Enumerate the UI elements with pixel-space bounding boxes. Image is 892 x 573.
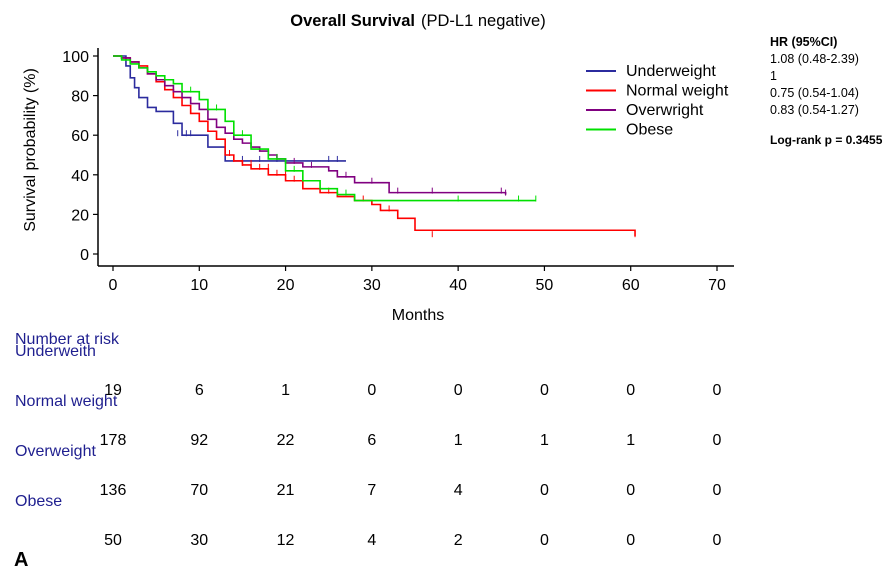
y-tick-label: 80 <box>71 89 89 106</box>
x-tick-label: 20 <box>277 277 295 294</box>
risk-cell: 50 <box>104 532 122 549</box>
risk-cell: 0 <box>626 532 636 549</box>
risk-cell: 30 <box>190 532 209 549</box>
risk-group-label-overweight: Overweight <box>15 443 96 460</box>
legend-label-obese: Obese <box>626 122 673 139</box>
risk-cell: 4 <box>453 482 463 499</box>
risk-cell: 6 <box>194 382 204 399</box>
risk-cell: 0 <box>712 382 722 399</box>
risk-cell: 136 <box>99 482 127 499</box>
x-tick-label: 10 <box>190 277 208 294</box>
risk-cell: 22 <box>276 432 295 449</box>
risk-cell: 0 <box>453 382 463 399</box>
hr-row-obese: 0.83 (0.54-1.27) <box>770 103 859 117</box>
hr-row-overweight: 0.75 (0.54-1.04) <box>770 86 859 100</box>
y-tick-label: 40 <box>71 168 89 185</box>
chart-title: Overall Survival <box>290 12 415 30</box>
risk-cell: 92 <box>190 432 209 449</box>
risk-cell: 0 <box>539 482 549 499</box>
risk-cell: 2 <box>453 532 463 549</box>
risk-cell: 0 <box>712 482 722 499</box>
panel-label: A <box>14 549 29 571</box>
risk-cell: 1 <box>281 382 291 399</box>
legend-label-normal-weight: Normal weight <box>626 83 729 100</box>
y-tick-label: 0 <box>80 247 89 264</box>
hr-row-underweight: 1.08 (0.48-2.39) <box>770 52 859 66</box>
risk-cell: 4 <box>367 532 377 549</box>
risk-cell: 178 <box>99 432 127 449</box>
km-curve-obese <box>113 55 536 202</box>
risk-row-overweight: 136 70 21 7 4 0 0 0 <box>0 482 892 502</box>
legend-label-overwright: Overwright <box>626 102 704 119</box>
risk-cell: 0 <box>712 532 722 549</box>
logrank-p: Log-rank p = 0.3455 <box>770 133 883 147</box>
legend-label-underweight: Underweight <box>626 63 716 80</box>
risk-row-normal-weight: 178 92 22 6 1 1 1 0 <box>0 432 892 452</box>
risk-cell: 6 <box>367 432 377 449</box>
risk-row-obese: 50 30 12 4 2 0 0 0 <box>0 532 892 552</box>
y-tick-label: 60 <box>71 128 89 145</box>
hr-table: HR (95%CI) 1.08 (0.48-2.39) 1 0.75 (0.54… <box>770 34 882 149</box>
hr-row-normal-weight: 1 <box>770 69 777 83</box>
risk-cell: 0 <box>539 532 549 549</box>
risk-row-underweith: 19 6 1 0 0 0 0 0 <box>0 382 892 402</box>
risk-cell: 1 <box>453 432 463 449</box>
y-axis-label: Survival probability (%) <box>22 68 39 232</box>
y-tick-label: 20 <box>71 207 89 224</box>
risk-cell: 19 <box>104 382 122 399</box>
risk-cell: 0 <box>626 382 636 399</box>
risk-cell: 0 <box>712 432 722 449</box>
x-tick-label: 60 <box>622 277 640 294</box>
risk-group-label-obese: Obese <box>15 493 63 510</box>
x-tick-label: 30 <box>363 277 381 294</box>
x-tick-label: 40 <box>449 277 467 294</box>
risk-cell: 70 <box>190 482 209 499</box>
x-tick-label: 50 <box>536 277 554 294</box>
risk-group-label-normal-weight: Normal weight <box>15 393 118 410</box>
risk-group-label-underweith: Underweith <box>15 343 96 360</box>
hr-header: HR (95%CI) <box>770 35 838 49</box>
risk-table-title: Number at risk <box>15 331 120 348</box>
x-tick-label: 0 <box>109 277 118 294</box>
x-tick-label: 70 <box>708 277 726 294</box>
risk-cell: 7 <box>367 482 377 499</box>
chart-subtitle: (PD-L1 negative) <box>421 12 546 30</box>
risk-cell: 12 <box>276 532 295 549</box>
km-curve-overwright <box>113 55 507 195</box>
risk-cell: 1 <box>626 432 636 449</box>
risk-cell: 0 <box>539 382 549 399</box>
x-axis-label: Months <box>392 307 444 324</box>
risk-cell: 21 <box>276 482 295 499</box>
km-curve-underweight <box>113 55 346 162</box>
y-tick-label: 100 <box>62 49 89 66</box>
km-curve-normal-weight <box>113 55 636 237</box>
risk-cell: 0 <box>626 482 636 499</box>
risk-cell: 1 <box>539 432 549 449</box>
risk-cell: 0 <box>367 382 377 399</box>
